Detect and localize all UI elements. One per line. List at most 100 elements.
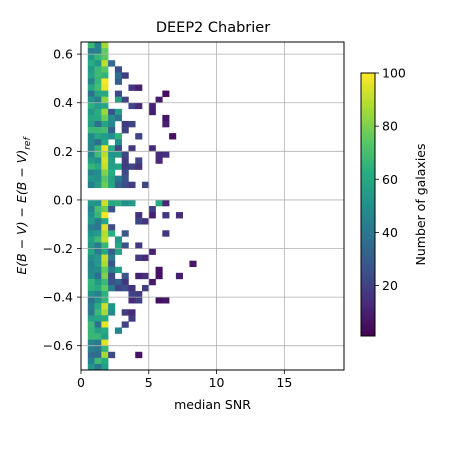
heatmap-cell bbox=[155, 272, 163, 280]
heatmap-cell bbox=[162, 90, 170, 97]
heatmap-cell bbox=[121, 242, 129, 249]
heatmap-cell bbox=[135, 102, 143, 110]
heatmap-cell bbox=[121, 120, 129, 128]
heatmap-cell bbox=[87, 157, 95, 164]
heatmap-cell bbox=[94, 78, 102, 85]
heatmap-cell bbox=[101, 272, 109, 280]
heatmap-cell bbox=[94, 224, 102, 231]
heatmap-cell bbox=[108, 272, 116, 280]
heatmap-cell bbox=[101, 345, 109, 353]
heatmap-cell bbox=[87, 42, 95, 49]
heatmap-cell bbox=[148, 102, 156, 110]
heatmap-cell bbox=[121, 272, 129, 280]
heatmap-cell bbox=[101, 114, 109, 122]
heatmap-cell bbox=[87, 272, 95, 280]
heatmap-cell bbox=[121, 151, 129, 158]
heatmap-cell bbox=[101, 145, 109, 152]
heatmap-cell bbox=[101, 42, 109, 49]
heatmap-cell bbox=[121, 181, 129, 189]
heatmap-cell bbox=[94, 114, 102, 122]
y-tick-label: 0.4 bbox=[53, 95, 73, 110]
heatmap-cell bbox=[108, 127, 116, 134]
heatmap-cell bbox=[135, 254, 143, 261]
y-axis-label: E(B − V) − E(B − V)ref bbox=[14, 136, 33, 275]
heatmap-cell bbox=[108, 309, 116, 316]
heatmap-cell bbox=[87, 78, 95, 85]
heatmap-cell bbox=[135, 218, 143, 225]
heatmap-cell bbox=[114, 175, 122, 182]
heatmap-cell bbox=[114, 114, 122, 122]
heatmap-cell bbox=[128, 120, 136, 128]
heatmap-cell bbox=[128, 297, 136, 304]
heatmap-cell bbox=[114, 151, 122, 158]
heatmap-cell bbox=[135, 272, 143, 280]
y-tick-label: 0.6 bbox=[53, 47, 73, 62]
heatmap-cell bbox=[94, 206, 102, 213]
heatmap-cell bbox=[128, 315, 136, 322]
heatmap-cell bbox=[128, 145, 136, 152]
heatmap-cell bbox=[108, 351, 116, 359]
heatmap-cell bbox=[87, 66, 95, 73]
heatmap-cell bbox=[101, 254, 109, 261]
heatmap-cell bbox=[155, 266, 163, 274]
heatmap-cell bbox=[87, 114, 95, 122]
heatmap-cell bbox=[162, 297, 170, 304]
heatmap-cell bbox=[121, 72, 129, 79]
heatmap-cell bbox=[94, 236, 102, 243]
heatmap-cell bbox=[94, 260, 102, 268]
heatmap-cell bbox=[94, 357, 102, 365]
heatmap-cell bbox=[128, 199, 136, 207]
heatmap-cell bbox=[101, 163, 109, 170]
heatmap-cell bbox=[87, 84, 95, 91]
heatmap-cell bbox=[94, 212, 102, 219]
heatmap-cell bbox=[101, 260, 109, 268]
heatmap-cell bbox=[101, 206, 109, 213]
heatmap-cell bbox=[142, 272, 150, 280]
heatmap-cell bbox=[114, 284, 122, 292]
heatmap-cell bbox=[94, 272, 102, 280]
heatmap-cell bbox=[101, 48, 109, 55]
heatmap-cell bbox=[114, 108, 122, 116]
heatmap-cell bbox=[94, 108, 102, 116]
plot-frame bbox=[80, 41, 345, 371]
heatmap-cell bbox=[162, 120, 170, 128]
heatmap-cell bbox=[121, 321, 129, 328]
heatmap-cell bbox=[87, 363, 95, 371]
heatmap-cell bbox=[121, 278, 129, 286]
heatmap-cell bbox=[94, 291, 102, 298]
heatmap-cell bbox=[101, 309, 109, 316]
colorbar-label: Number of galaxies bbox=[413, 143, 428, 265]
heatmap-cell bbox=[101, 303, 109, 310]
y-tick-label: 0.2 bbox=[53, 144, 73, 159]
heatmap-cell bbox=[108, 206, 116, 213]
heatmap-cell bbox=[94, 327, 102, 334]
heatmap-cell bbox=[94, 321, 102, 328]
heatmap-cell bbox=[108, 133, 116, 140]
heatmap-cell bbox=[101, 321, 109, 328]
heatmap-cell bbox=[94, 102, 102, 110]
heatmap-cell bbox=[87, 102, 95, 110]
heatmap-cell bbox=[94, 163, 102, 170]
y-tick-label: −0.6 bbox=[43, 338, 73, 353]
heatmap-cell bbox=[94, 120, 102, 128]
heatmap-cell bbox=[101, 224, 109, 231]
heatmap-cell bbox=[94, 181, 102, 189]
heatmap-cell bbox=[101, 291, 109, 298]
heatmap-cell bbox=[87, 351, 95, 359]
heatmap-cell bbox=[114, 278, 122, 286]
heatmap-cell bbox=[121, 199, 129, 207]
heatmap-cell bbox=[94, 284, 102, 292]
heatmap-cell bbox=[108, 151, 116, 158]
heatmap-cell bbox=[128, 181, 136, 189]
heatmap-cell bbox=[162, 212, 170, 219]
heatmap-cell bbox=[121, 284, 129, 292]
heatmap-cell bbox=[94, 309, 102, 316]
heatmap-cell bbox=[121, 127, 129, 134]
x-axis-label: median SNR bbox=[174, 397, 251, 412]
heatmap-cell bbox=[87, 284, 95, 292]
heatmap-cell bbox=[101, 72, 109, 79]
heatmap-cell bbox=[94, 278, 102, 286]
heatmap-cell bbox=[108, 169, 116, 176]
y-tick-label: 0.0 bbox=[53, 192, 73, 207]
heatmap-cell bbox=[114, 181, 122, 189]
